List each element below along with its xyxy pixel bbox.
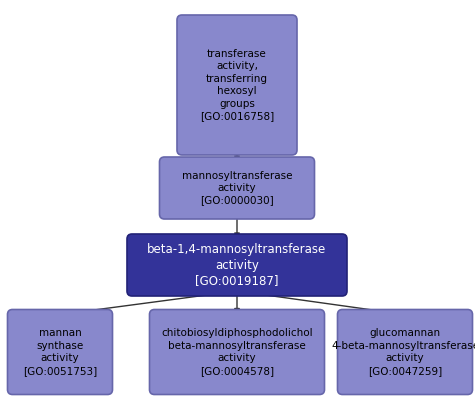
FancyBboxPatch shape bbox=[338, 310, 473, 395]
Text: mannan
synthase
activity
[GO:0051753]: mannan synthase activity [GO:0051753] bbox=[23, 328, 97, 375]
Text: glucomannan
4-beta-mannosyltransferase
activity
[GO:0047259]: glucomannan 4-beta-mannosyltransferase a… bbox=[331, 328, 475, 375]
FancyBboxPatch shape bbox=[127, 234, 347, 296]
Text: beta-1,4-mannosyltransferase
activity
[GO:0019187]: beta-1,4-mannosyltransferase activity [G… bbox=[147, 243, 327, 288]
Text: mannosyltransferase
activity
[GO:0000030]: mannosyltransferase activity [GO:0000030… bbox=[182, 171, 292, 205]
Text: chitobiosyldiphosphodolichol
beta-mannosyltransferase
activity
[GO:0004578]: chitobiosyldiphosphodolichol beta-mannos… bbox=[161, 328, 313, 375]
FancyBboxPatch shape bbox=[160, 157, 314, 219]
FancyBboxPatch shape bbox=[177, 15, 297, 155]
FancyBboxPatch shape bbox=[8, 310, 113, 395]
FancyBboxPatch shape bbox=[150, 310, 324, 395]
Text: transferase
activity,
transferring
hexosyl
groups
[GO:0016758]: transferase activity, transferring hexos… bbox=[200, 49, 274, 121]
